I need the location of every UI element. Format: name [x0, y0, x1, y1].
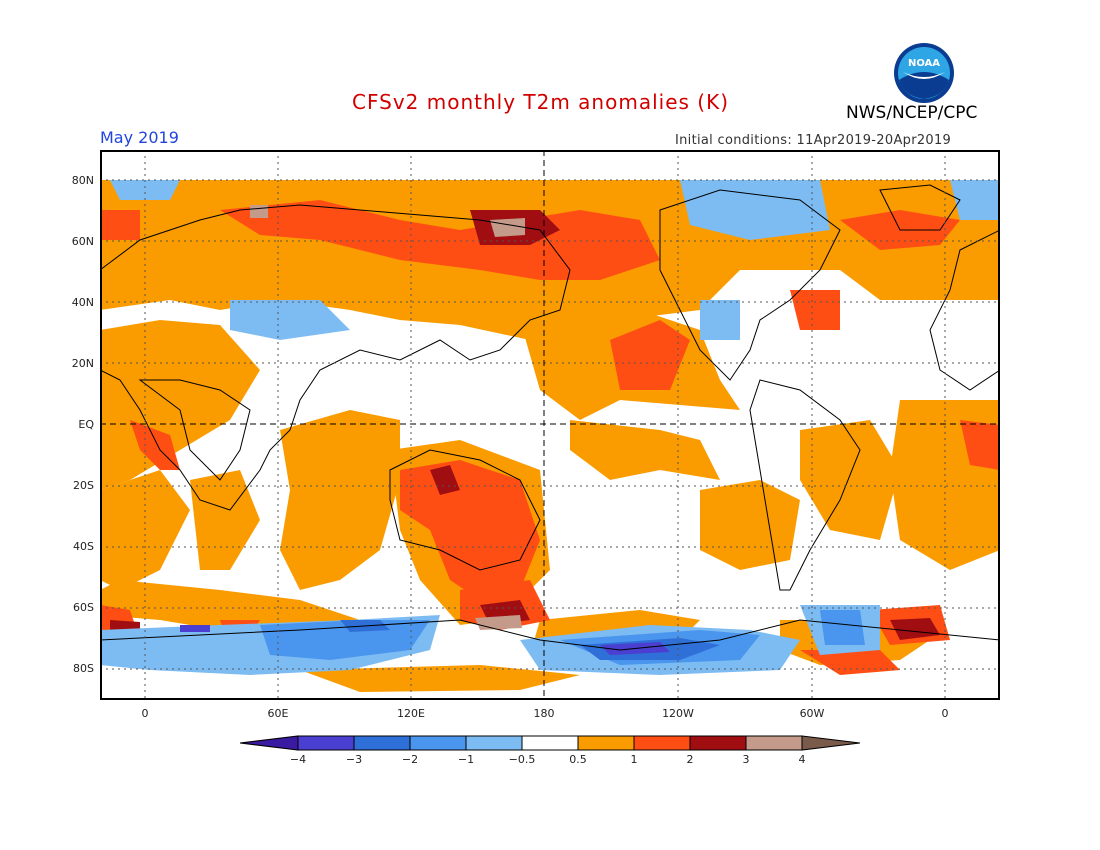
initial-conditions-label: Initial conditions: 11Apr2019-20Apr2019: [675, 133, 952, 148]
lon-label-180: 180: [533, 707, 555, 720]
colorbar-label-3: −1: [457, 753, 475, 766]
colorbar-label-1: −3: [345, 753, 363, 766]
colorbar-segment-9: [745, 735, 803, 751]
lat-label-eq: EQ: [78, 418, 94, 431]
colorbar-segment-5: [521, 735, 579, 751]
colorbar-segment-8: [689, 735, 747, 751]
colorbar-label-5: 0.5: [569, 753, 587, 766]
organization-label: NWS/NCEP/CPC: [846, 103, 978, 123]
lat-label-80n: 80N: [71, 174, 94, 187]
colorbar-segment-10: [801, 735, 860, 751]
logo-text: NOAA: [908, 58, 940, 69]
lon-label-60w: 60W: [799, 707, 825, 720]
lat-label-20s: 20S: [73, 479, 94, 492]
colorbar-label-8: 3: [742, 753, 750, 766]
colorbar: [240, 735, 860, 751]
warm-anomaly-layer-2: [100, 200, 1000, 675]
colorbar-segment-4: [465, 735, 523, 751]
chart-title: CFSv2 monthly T2m anomalies (K): [352, 90, 729, 114]
colorbar-segment-1: [297, 735, 355, 751]
anomaly-map: [100, 150, 1000, 700]
lat-label-20n: 20N: [71, 357, 94, 370]
colorbar-segment-6: [577, 735, 635, 751]
lon-label-60e: 60E: [267, 707, 289, 720]
colorbar-label-7: 2: [686, 753, 694, 766]
month-label: May 2019: [100, 128, 179, 147]
colorbar-segment-0: [240, 735, 299, 751]
graticule: [100, 150, 1000, 700]
lon-label-0-right: 0: [941, 707, 949, 720]
colorbar-segment-3: [409, 735, 467, 751]
lat-label-40n: 40N: [71, 296, 94, 309]
map-frame: [100, 150, 1000, 700]
colorbar-label-2: −2: [401, 753, 419, 766]
colorbar-segment-7: [633, 735, 691, 751]
colorbar-label-0: −4: [289, 753, 307, 766]
lat-label-60s: 60S: [73, 601, 94, 614]
colorbar-label-4: −0.5: [508, 753, 536, 766]
lat-label-40s: 40S: [73, 540, 94, 553]
colorbar-label-6: 1: [630, 753, 638, 766]
lat-label-80s: 80S: [73, 662, 94, 675]
lon-label-120w: 120W: [662, 707, 694, 720]
noaa-logo: NOAA: [893, 42, 955, 104]
colorbar-segment-2: [353, 735, 411, 751]
coastlines: [100, 184, 1000, 651]
lon-label-0: 0: [141, 707, 149, 720]
colorbar-label-9: 4: [798, 753, 806, 766]
equator-and-dateline: [100, 150, 1000, 700]
lat-label-60n: 60N: [71, 235, 94, 248]
lon-label-120e: 120E: [397, 707, 425, 720]
